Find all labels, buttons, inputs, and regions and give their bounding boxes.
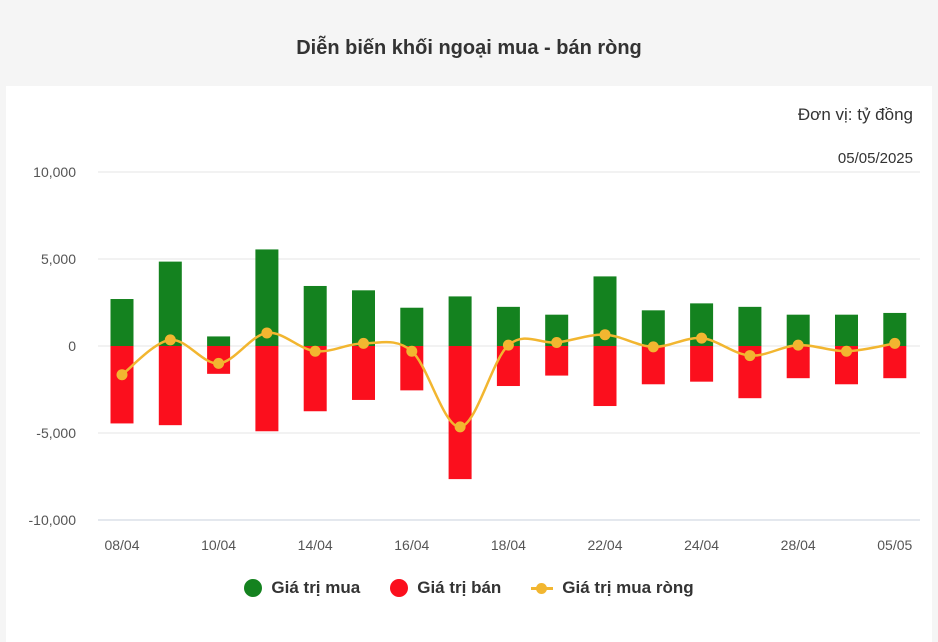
bar-sell: [738, 346, 762, 399]
net-point: [213, 357, 225, 369]
legend-net-swatch: [531, 579, 554, 597]
net-point: [599, 329, 611, 341]
net-point: [164, 334, 176, 346]
bar-buy: [690, 303, 714, 346]
x-tick-label: 05/05: [877, 537, 912, 553]
legend-item-sell[interactable]: Giá trị bán: [390, 578, 501, 598]
legend-sell-swatch: [390, 579, 409, 597]
bar-buy: [400, 307, 424, 346]
bar-buy: [158, 261, 182, 346]
net-point: [502, 339, 514, 351]
unit-label: Đơn vị: tỷ đồng: [797, 105, 913, 124]
net-point: [792, 339, 804, 351]
net-point: [406, 345, 418, 357]
net-point: [358, 337, 369, 349]
bar-buy: [255, 249, 279, 346]
bar-buy: [352, 290, 375, 346]
y-tick-label: 0: [68, 338, 76, 354]
bar-sell: [303, 346, 327, 412]
y-tick-label: 5,000: [41, 251, 76, 267]
bar-sell: [883, 346, 907, 379]
bar-sell: [110, 346, 134, 424]
bar-buy: [738, 306, 762, 346]
bar-buy: [496, 306, 520, 346]
bar-sell: [158, 346, 182, 426]
net-point: [841, 345, 852, 357]
bar-buy: [110, 299, 134, 346]
y-tick-label: 10,000: [33, 164, 76, 180]
bar-buy: [207, 336, 231, 346]
legend-buy-swatch: [244, 579, 263, 597]
chart-header: Diễn biến khối ngoại mua - bán ròng: [0, 0, 938, 86]
net-point: [889, 337, 901, 349]
bar-buy: [303, 285, 327, 346]
x-tick-label: 08/04: [104, 537, 139, 553]
date-label: 05/05/2025: [837, 150, 913, 167]
y-tick-label: -5,000: [36, 425, 76, 441]
bar-sell: [641, 346, 665, 385]
bar-sell: [690, 346, 714, 382]
bar-buy: [448, 296, 472, 346]
legend-sell-label: Giá trị bán: [417, 578, 502, 597]
bar-buy: [545, 314, 569, 346]
net-line: [121, 331, 896, 429]
bar-sell: [593, 346, 617, 407]
x-tick-label: 16/04: [394, 537, 429, 553]
legend-buy-label: Giá trị mua: [271, 578, 361, 597]
bar-buy: [883, 312, 907, 346]
bar-sell: [496, 346, 520, 387]
net-point: [261, 327, 273, 339]
net-point: [551, 337, 563, 349]
bar-sell: [786, 346, 810, 379]
x-tick-label: 22/04: [587, 537, 622, 553]
bar-sell: [448, 346, 472, 480]
legend-item-buy[interactable]: Giá trị mua: [244, 578, 360, 598]
x-tick-label: 14/04: [298, 537, 333, 553]
x-tick-label: 28/04: [781, 537, 816, 553]
bar-buy: [593, 276, 617, 346]
net-point: [696, 332, 708, 344]
x-tick-label: 18/04: [491, 537, 526, 553]
x-tick-label: 10/04: [201, 537, 236, 553]
bar-sell: [545, 346, 569, 376]
bar-buy: [641, 310, 665, 346]
bar-sell: [255, 346, 279, 432]
net-point: [454, 421, 466, 433]
net-point: [309, 345, 321, 357]
y-tick-label: -10,000: [29, 512, 77, 528]
bar-buy: [786, 314, 810, 346]
legend-net-label: Giá trị mua ròng: [562, 578, 694, 597]
legend-item-net[interactable]: Giá trị mua ròng: [531, 578, 694, 598]
legend: Giá trị mua Giá trị bán Giá trị mua ròng: [0, 578, 938, 598]
bar-sell: [835, 346, 858, 385]
bar-sell: [352, 346, 375, 400]
bar-buy: [835, 314, 858, 346]
net-point: [116, 369, 128, 381]
net-point: [647, 341, 659, 353]
net-point: [744, 350, 756, 362]
x-tick-label: 24/04: [684, 537, 719, 553]
chart-title: Diễn biến khối ngoại mua - bán ròng: [296, 37, 642, 59]
